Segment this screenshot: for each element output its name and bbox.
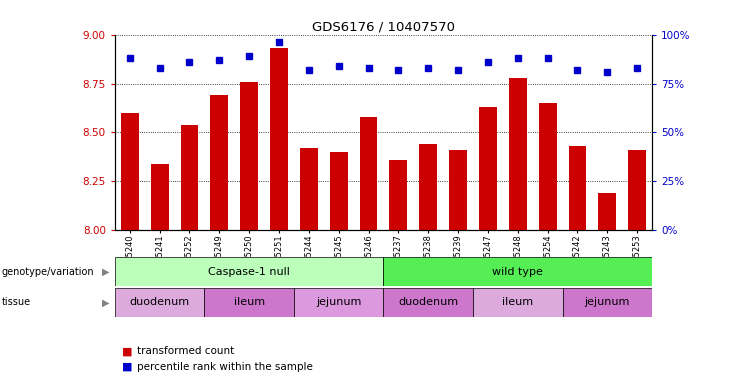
Bar [150,164,169,230]
Text: duodenum: duodenum [398,297,458,308]
Bar [384,288,473,317]
Text: jejunum: jejunum [585,297,630,308]
Bar [562,288,652,317]
Text: ▶: ▶ [102,266,110,277]
Text: Caspase-1 null: Caspase-1 null [208,266,290,277]
Text: ■: ■ [122,346,133,356]
Bar [473,288,562,317]
Text: duodenum: duodenum [130,297,190,308]
Bar [240,81,258,230]
Bar [479,107,497,230]
Bar [121,113,139,230]
Bar [330,152,348,230]
Text: jejunum: jejunum [316,297,362,308]
Bar [598,193,617,230]
Text: ▶: ▶ [102,297,110,308]
Text: transformed count: transformed count [137,346,234,356]
Text: genotype/variation: genotype/variation [1,266,94,277]
Bar [210,95,228,230]
Bar [300,148,318,230]
Bar [270,48,288,230]
Text: wild type: wild type [492,266,543,277]
Bar [384,257,652,286]
Text: ileum: ileum [502,297,534,308]
Bar [568,146,586,230]
Bar [359,117,377,230]
Bar [539,103,556,230]
Text: ileum: ileum [233,297,265,308]
Bar [628,150,646,230]
Text: tissue: tissue [1,297,30,308]
Bar [205,288,294,317]
Bar [115,288,205,317]
Bar [419,144,437,230]
Bar [449,150,467,230]
Bar [294,288,384,317]
Title: GDS6176 / 10407570: GDS6176 / 10407570 [312,20,455,33]
Bar [390,160,408,230]
Bar [115,257,384,286]
Bar [509,78,527,230]
Text: percentile rank within the sample: percentile rank within the sample [137,362,313,372]
Text: ■: ■ [122,362,133,372]
Bar [181,125,199,230]
